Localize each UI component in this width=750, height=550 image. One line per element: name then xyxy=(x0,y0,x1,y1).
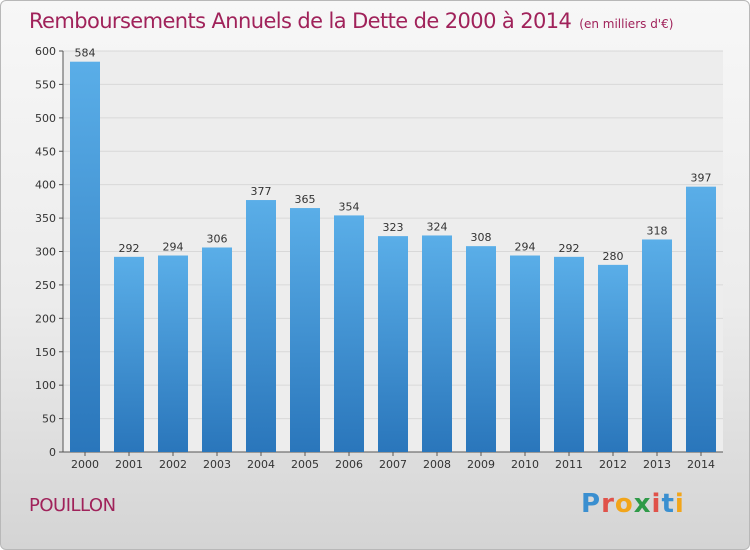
logo-letter: r xyxy=(601,489,615,519)
bar-2011 xyxy=(554,256,584,452)
x-tick-label-2008: 2008 xyxy=(423,458,451,471)
y-tick-label: 350 xyxy=(35,212,56,225)
bar-2003 xyxy=(202,247,232,452)
bar-2012 xyxy=(598,264,628,452)
x-tick-label-2006: 2006 xyxy=(335,458,363,471)
y-tick-label: 200 xyxy=(35,312,56,325)
x-tick-label-2009: 2009 xyxy=(467,458,495,471)
data-label-2011: 292 xyxy=(559,242,580,255)
data-label-2003: 306 xyxy=(207,232,228,245)
bar-2004 xyxy=(246,200,276,452)
data-label-2005: 365 xyxy=(295,193,316,206)
y-tick-label: 50 xyxy=(42,413,56,426)
chart-unit-note: (en milliers d'€) xyxy=(579,17,674,31)
bar-2008 xyxy=(422,235,452,452)
data-label-2008: 324 xyxy=(427,220,448,233)
data-label-2004: 377 xyxy=(251,185,272,198)
x-tick-label-2002: 2002 xyxy=(159,458,187,471)
x-tick-label-2000: 2000 xyxy=(71,458,99,471)
x-tick-label-2013: 2013 xyxy=(643,458,671,471)
x-tick-label-2004: 2004 xyxy=(247,458,275,471)
x-tick-label-2010: 2010 xyxy=(511,458,539,471)
bar-2002 xyxy=(158,255,188,452)
y-tick-label: 600 xyxy=(35,45,56,58)
bar-2010 xyxy=(510,255,540,452)
commune-name: POUILLON xyxy=(29,495,116,516)
bar-2009 xyxy=(466,246,496,452)
data-label-2012: 280 xyxy=(603,250,624,263)
x-tick-label-2014: 2014 xyxy=(687,458,715,471)
chart-title-text: Remboursements Annuels de la Dette de 20… xyxy=(29,9,572,33)
logo-letter: i xyxy=(674,489,685,519)
logo-letter: t xyxy=(661,489,675,519)
y-tick-label: 450 xyxy=(35,145,56,158)
data-label-2009: 308 xyxy=(471,231,492,244)
logo-letter: i xyxy=(651,489,662,519)
data-label-2014: 397 xyxy=(691,172,712,185)
bar-2005 xyxy=(290,208,320,452)
x-tick-label-2003: 2003 xyxy=(203,458,231,471)
x-tick-label-2011: 2011 xyxy=(555,458,583,471)
y-tick-label: 300 xyxy=(35,246,56,259)
y-tick-label: 0 xyxy=(49,446,56,459)
chart-title: Remboursements Annuels de la Dette de 20… xyxy=(29,9,673,33)
x-tick-label-2007: 2007 xyxy=(379,458,407,471)
data-label-2002: 294 xyxy=(163,241,184,254)
data-label-2000: 584 xyxy=(75,47,96,60)
proxiti-logo: Proxiti xyxy=(581,489,685,519)
logo-letter: x xyxy=(633,489,652,519)
bar-2000 xyxy=(70,61,100,453)
y-tick-label: 150 xyxy=(35,346,56,359)
y-tick-label: 250 xyxy=(35,279,56,292)
y-tick-label: 500 xyxy=(35,112,56,125)
logo-letter: o xyxy=(614,489,634,519)
bar-2001 xyxy=(114,256,144,452)
data-label-2001: 292 xyxy=(119,242,140,255)
bar-2014 xyxy=(686,186,716,452)
data-label-2010: 294 xyxy=(515,241,536,254)
data-label-2007: 323 xyxy=(383,221,404,234)
y-tick-label: 400 xyxy=(35,179,56,192)
x-tick-label-2001: 2001 xyxy=(115,458,143,471)
x-tick-label-2005: 2005 xyxy=(291,458,319,471)
data-label-2006: 354 xyxy=(339,200,360,213)
x-tick-label-2012: 2012 xyxy=(599,458,627,471)
y-tick-label: 550 xyxy=(35,78,56,91)
data-label-2013: 318 xyxy=(647,224,668,237)
bar-2007 xyxy=(378,236,408,452)
bar-2006 xyxy=(334,215,364,452)
logo-letter: P xyxy=(581,489,602,519)
y-tick-label: 100 xyxy=(35,379,56,392)
bar-2013 xyxy=(642,239,672,452)
